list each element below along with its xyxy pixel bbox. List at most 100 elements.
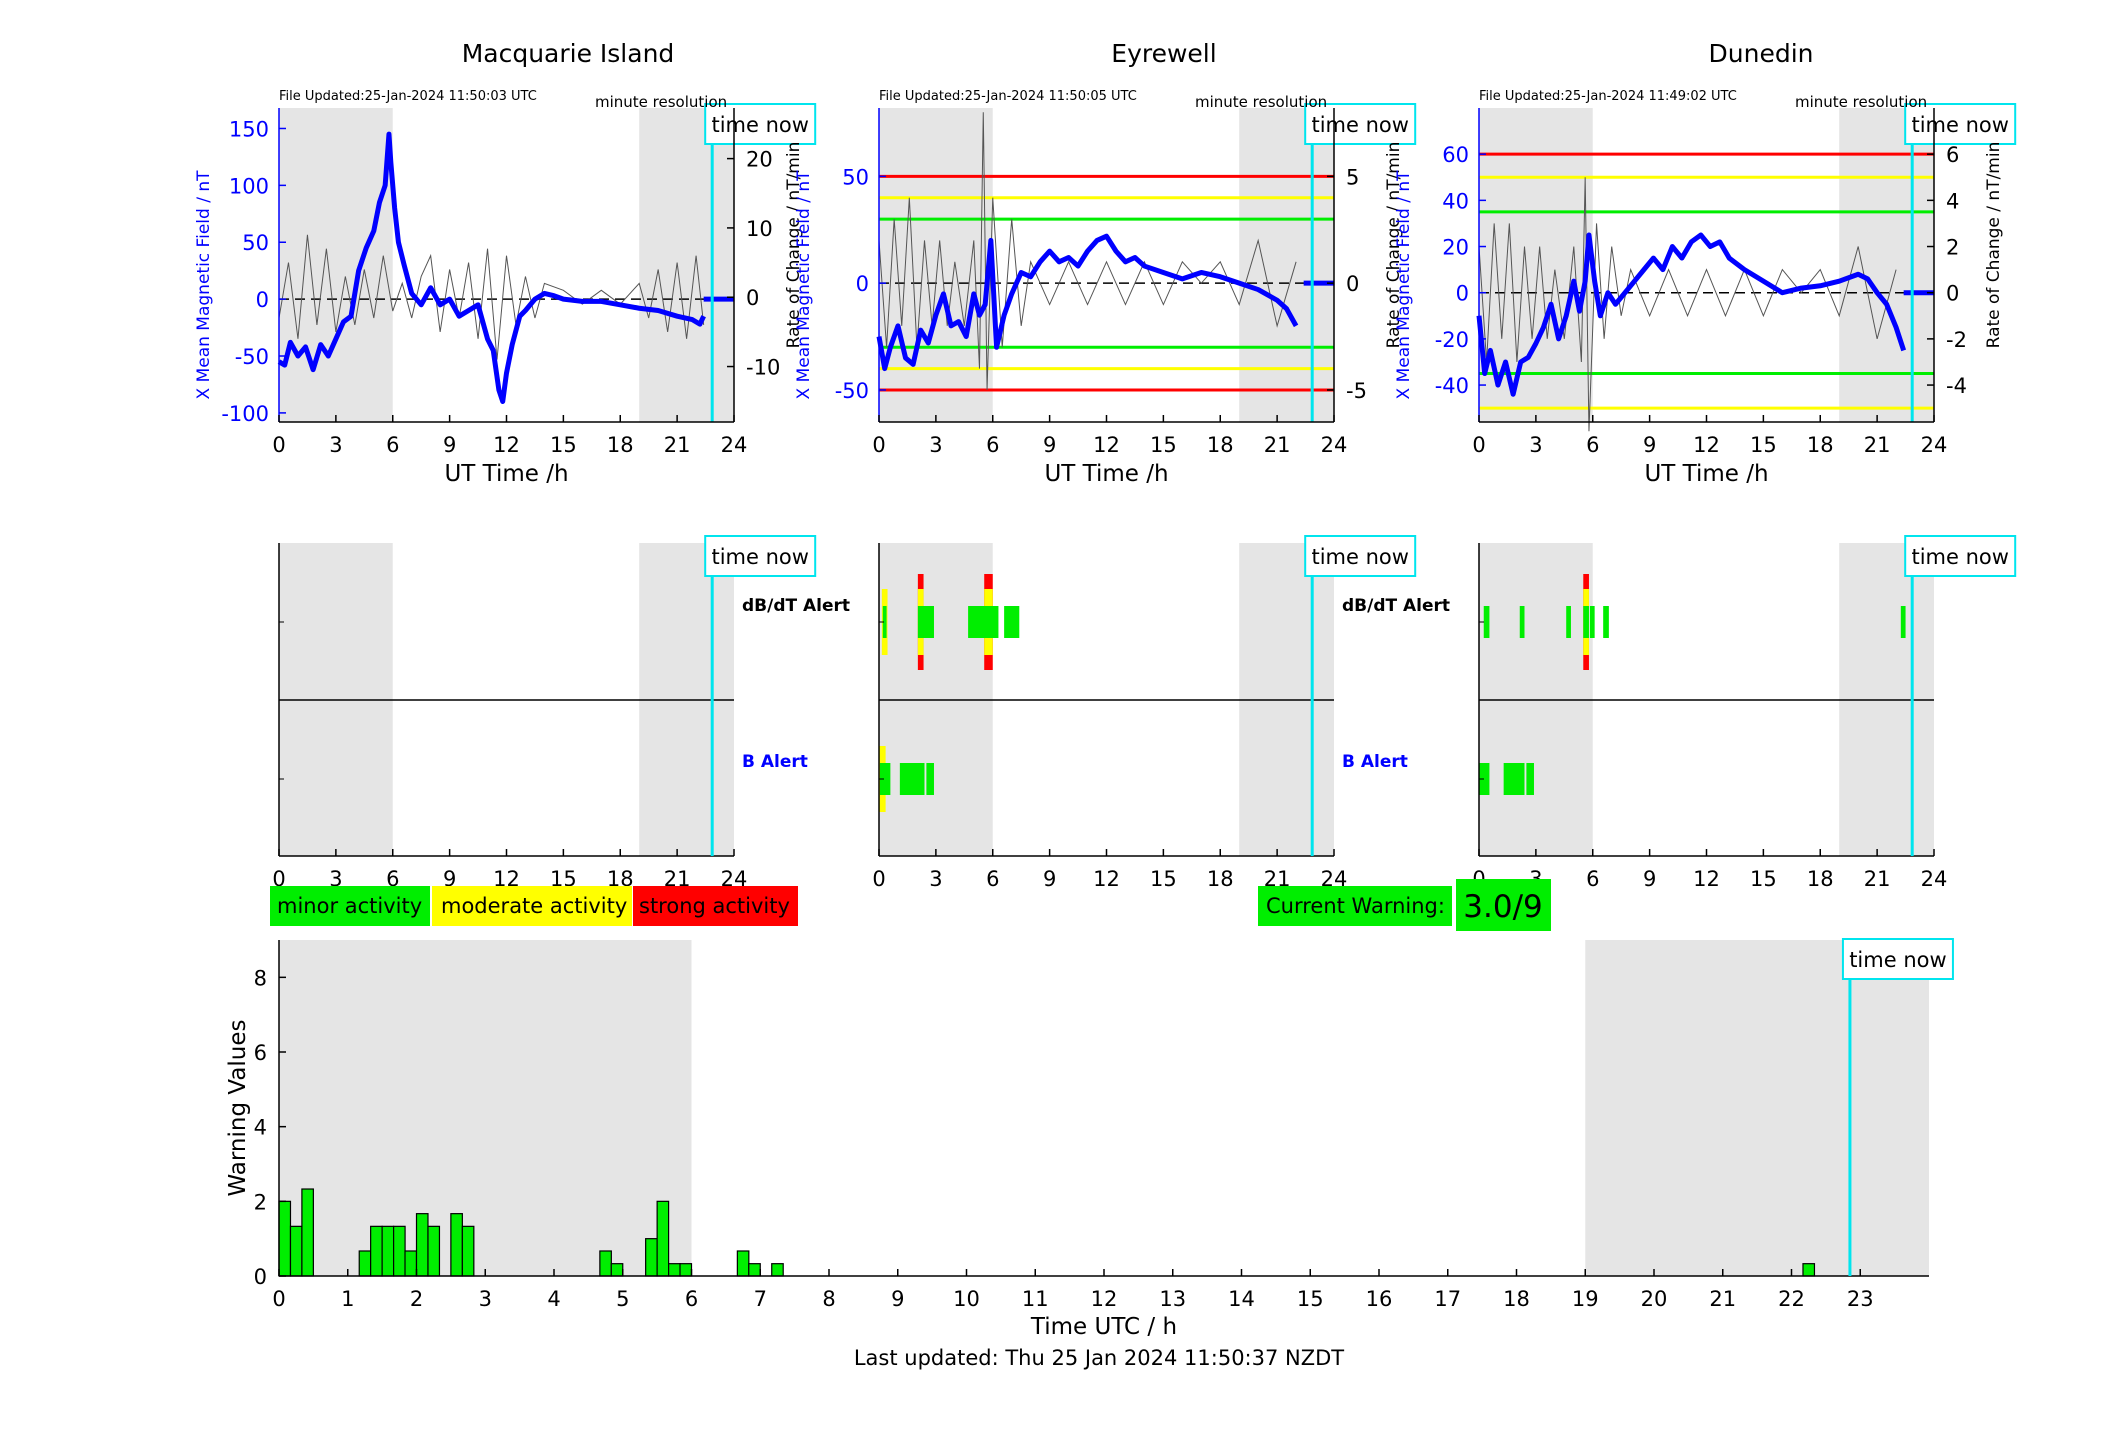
x-tick-label: 3	[479, 1287, 492, 1311]
y-tick-label: -50	[235, 345, 269, 369]
night-shade	[279, 940, 692, 1276]
x-tick-label: 18	[1207, 867, 1234, 891]
legend-minor-label: minor activity	[277, 894, 422, 918]
warning-bar	[679, 1263, 693, 1277]
b-alert-bar-minor	[879, 763, 891, 795]
minute-resolution-note: minute resolution	[595, 93, 727, 111]
dunedin-title: Dunedin	[1709, 39, 1814, 68]
night-shade	[1585, 940, 1929, 1276]
b-alert-bar-minor	[1479, 763, 1490, 795]
warning-bar	[278, 1200, 292, 1277]
x-tick-label: 13	[1159, 1287, 1186, 1311]
x-tick-label: 9	[891, 1287, 904, 1311]
warning-bar	[599, 1250, 612, 1277]
x-tick-label: 9	[1643, 433, 1656, 457]
x-tick-label: 21	[1864, 867, 1891, 891]
x-tick-label: 2	[410, 1287, 423, 1311]
x-tick-label: 17	[1434, 1287, 1461, 1311]
y2-tick-label: 0	[1346, 272, 1359, 296]
file-updated: File Updated:25-Jan-2024 11:50:05 UTC	[879, 89, 1137, 104]
dbdt-alert-bar-minor	[1900, 606, 1906, 638]
time-now-label: time now	[1311, 545, 1408, 569]
x-tick-label: 6	[1586, 433, 1599, 457]
x-tick-label: 21	[1264, 433, 1291, 457]
y2-tick-label: 0	[746, 286, 759, 310]
x-tick-label: 21	[1709, 1287, 1736, 1311]
x-tick-label: 12	[1093, 433, 1120, 457]
rate-of-change-series	[1478, 177, 1897, 432]
y2-axis-title: Rate of Change / nT/min	[1984, 142, 2004, 349]
y-tick-label: 60	[1442, 143, 1469, 167]
minute-resolution-note: minute resolution	[1195, 93, 1327, 111]
time-now-tag: time now	[1304, 103, 1417, 145]
warning-bar	[736, 1250, 750, 1277]
time-now-box	[704, 103, 817, 145]
y-tick-label: 4	[254, 1116, 267, 1140]
x-tick-label: 7	[754, 1287, 767, 1311]
y-tick-label: -100	[221, 402, 269, 426]
x-tick-label: 11	[1022, 1287, 1049, 1311]
y-tick-label: 40	[1442, 189, 1469, 213]
legend-minor-swatch	[270, 886, 430, 926]
x-tick-label: 20	[1641, 1287, 1668, 1311]
x-tick-label: 18	[1807, 867, 1834, 891]
x-tick-label: 12	[1693, 867, 1720, 891]
time-now-box	[1304, 103, 1417, 145]
time-now-label: time now	[711, 113, 808, 137]
b-alert-bar-minor	[1526, 763, 1534, 795]
legend-moderate-label: moderate activity	[441, 894, 627, 918]
y-tick-label: 0	[856, 272, 869, 296]
rate-of-change-series	[878, 112, 1297, 390]
x-tick-label: 9	[1043, 867, 1056, 891]
warning-bar	[358, 1250, 372, 1277]
time-now-box	[1304, 535, 1417, 577]
x-tick-label: 3	[929, 867, 942, 891]
x-axis-title: UT Time /h	[444, 461, 568, 487]
y-tick-label: 50	[842, 165, 869, 189]
night-shade	[879, 108, 993, 422]
y2-tick-label: 0	[1946, 282, 1959, 306]
night-shade	[1839, 108, 1934, 422]
dbdt-alert-bar-minor	[1566, 606, 1571, 638]
x-tick-label: 6	[986, 433, 999, 457]
warning-bar	[301, 1188, 314, 1277]
warning-bar	[645, 1238, 658, 1277]
y2-tick-label: 2	[1946, 236, 1959, 260]
x-tick-label: 19	[1572, 1287, 1599, 1311]
y-tick-label: 0	[1456, 282, 1469, 306]
x-tick-label: 6	[386, 433, 399, 457]
x-tick-label: 24	[721, 433, 748, 457]
dbdt-alert-bar-minor	[968, 606, 999, 638]
macquarie-title: Macquarie Island	[462, 39, 675, 68]
x-tick-label: 6	[386, 867, 399, 891]
time-now-tag: time now	[1904, 103, 2017, 145]
current-warning-value-box	[1456, 879, 1551, 931]
dbdt-alert-bar-minor	[1603, 606, 1609, 638]
file-updated: File Updated:25-Jan-2024 11:49:02 UTC	[1479, 89, 1737, 104]
x-tick-label: 0	[872, 433, 885, 457]
x-tick-label: 3	[1529, 433, 1542, 457]
y-tick-label: 2	[254, 1190, 267, 1214]
x-tick-label: 12	[1091, 1287, 1118, 1311]
dbdt-alert-bar-minor	[1004, 606, 1020, 638]
y-tick-label: -50	[835, 379, 869, 403]
x-tick-label: 15	[1750, 433, 1777, 457]
y2-axis-title: Rate of Change / nT/min	[784, 142, 804, 349]
warning-bar	[656, 1200, 670, 1277]
x-tick-label: 0	[1472, 433, 1485, 457]
x-tick-label: 10	[953, 1287, 980, 1311]
time-now-box	[704, 535, 817, 577]
night-shade	[639, 108, 734, 422]
y-tick-label: -20	[1435, 328, 1469, 352]
x-tick-label: 12	[1093, 867, 1120, 891]
y-tick-label: 50	[242, 231, 269, 255]
y-tick-label: -40	[1435, 374, 1469, 398]
activity-legend: minor activity moderate activity strong …	[270, 886, 798, 926]
x-tick-label: 0	[272, 433, 285, 457]
y-tick-label: 100	[229, 174, 269, 198]
x-tick-label: 15	[1750, 867, 1777, 891]
time-now-label: time now	[1911, 545, 2008, 569]
